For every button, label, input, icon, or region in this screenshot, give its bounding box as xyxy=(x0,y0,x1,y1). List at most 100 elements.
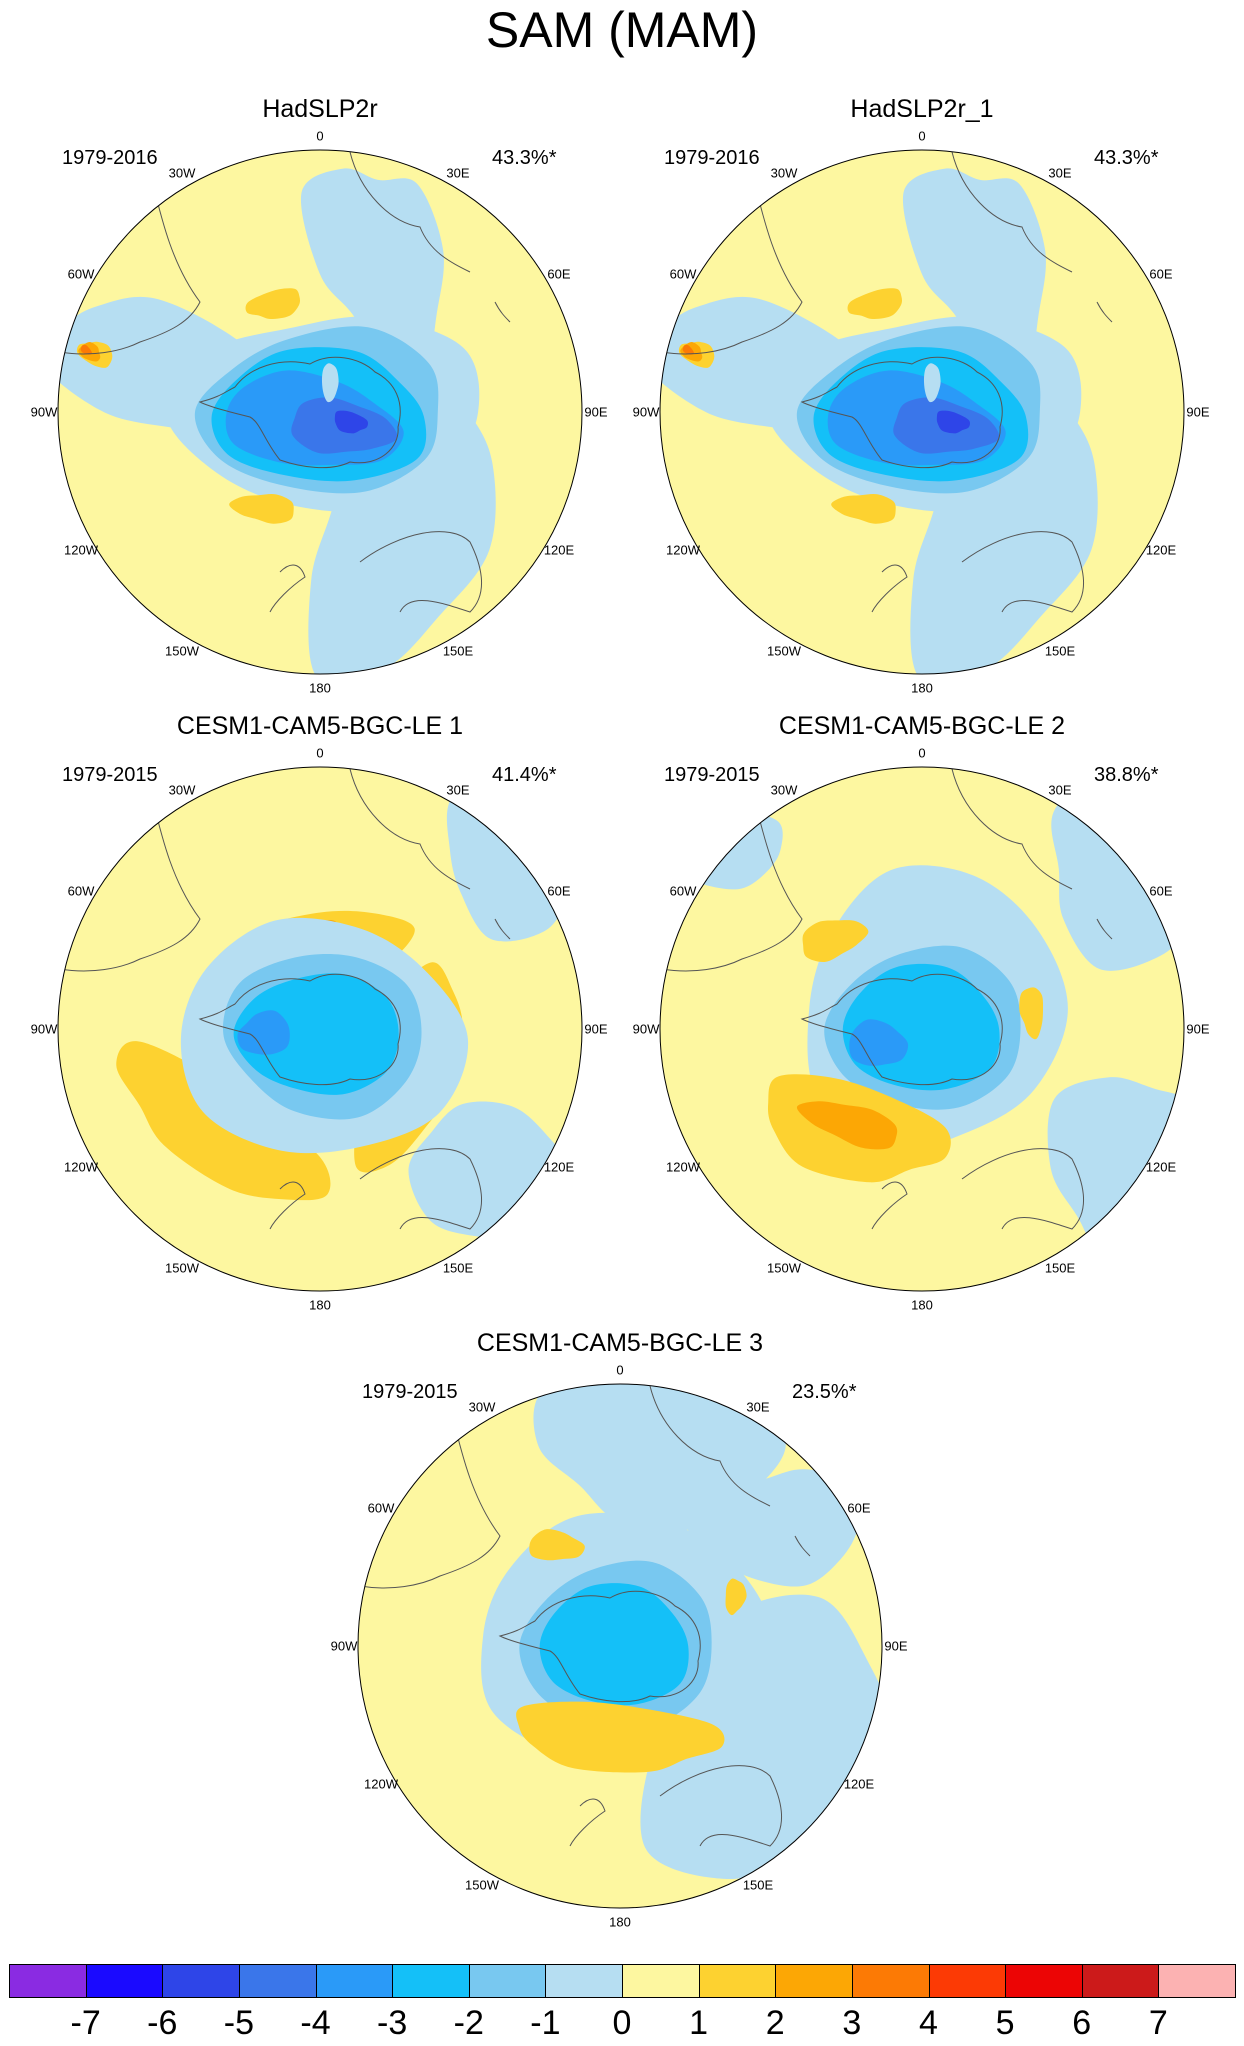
colorbar-segment xyxy=(315,1964,394,1998)
longitude-label: 150E xyxy=(442,643,474,659)
longitude-label: 90E xyxy=(584,1021,608,1037)
longitude-label: 60W xyxy=(669,266,697,282)
coastline xyxy=(706,170,753,177)
variance-label: 43.3%* xyxy=(1094,147,1159,169)
coastline xyxy=(659,1765,783,1847)
longitude-label: 90E xyxy=(584,404,608,420)
panel-title: HadSLP2r_1 xyxy=(850,95,994,123)
contour-region xyxy=(539,1583,689,1706)
colorbar-tick-label: -3 xyxy=(377,2004,408,2042)
map-panel-1: HadSLP2r 1979-2016 43.3%* 0 30E 60E 90E 120E 150… xyxy=(20,95,620,696)
polar-map xyxy=(57,149,583,675)
variance-label: 41.4%* xyxy=(492,764,557,786)
contour-region xyxy=(849,1019,909,1066)
longitude-label: 0 xyxy=(616,1362,624,1378)
colorbar-tick-label: 6 xyxy=(1072,2004,1092,2042)
longitude-label: 90W xyxy=(632,404,660,420)
contour-region xyxy=(796,1101,898,1150)
colorbar-segment xyxy=(928,1964,1007,1998)
contour-region xyxy=(229,494,294,524)
longitude-label: 60E xyxy=(847,1500,871,1516)
colorbar-segment xyxy=(162,1964,240,1998)
coastline xyxy=(349,768,471,890)
longitude-label: 150W xyxy=(767,1260,801,1276)
map-panel-2: HadSLP2r_1 1979-2016 43.3%* 0 30E 60E 90E 120E 1… xyxy=(622,95,1222,696)
longitude-label: 90W xyxy=(30,404,58,420)
polar-map xyxy=(57,766,583,1292)
longitude-label: 120W xyxy=(364,1776,398,1792)
period-label: 1979-2016 xyxy=(664,147,760,169)
longitude-label: 30E xyxy=(1048,165,1072,181)
colorbar-tick-label: -7 xyxy=(70,2004,101,2042)
longitude-label: 30W xyxy=(168,782,196,798)
longitude-label: 60W xyxy=(67,883,95,899)
colorbar-tick-label: -2 xyxy=(453,2004,484,2042)
longitude-label: 30W xyxy=(168,165,196,181)
colorbar-tick-label: -5 xyxy=(223,2004,254,2042)
colorbar-tick-label: 7 xyxy=(1148,2004,1168,2042)
contour-region xyxy=(936,410,971,434)
longitude-label: 30W xyxy=(468,1399,496,1415)
longitude-label: 0 xyxy=(316,745,324,761)
map-boundary xyxy=(57,766,583,1292)
longitude-label: 120E xyxy=(1145,542,1177,558)
longitude-label: 30E xyxy=(746,1399,770,1415)
coastline xyxy=(961,531,1085,613)
contour-region xyxy=(1047,1077,1184,1275)
polar-map xyxy=(357,1383,883,1909)
coastline xyxy=(269,564,306,613)
variance-label: 38.8%* xyxy=(1094,764,1159,786)
longitude-label: 180 xyxy=(309,680,331,696)
colorbar-segment xyxy=(1005,1964,1083,1998)
contour-region xyxy=(831,494,896,524)
longitude-label: 120W xyxy=(64,542,98,558)
longitude-label: 150W xyxy=(767,643,801,659)
map-boundary xyxy=(357,1383,883,1909)
map-panel-5: CESM1-CAM5-BGC-LE 3 1979-2015 23.5%* 0 30E 60… xyxy=(320,1329,920,1930)
contour-region xyxy=(334,410,369,434)
longitude-label: 120E xyxy=(543,1159,575,1175)
contour-region xyxy=(516,1701,725,1773)
coastline xyxy=(794,1535,811,1557)
colorbar-tick-label: -1 xyxy=(530,2004,561,2042)
longitude-label: 180 xyxy=(911,1297,933,1313)
figure-title: SAM (MAM) xyxy=(485,2,759,58)
colorbar-tick-label: 3 xyxy=(842,2004,862,2042)
longitude-label: 150E xyxy=(742,1877,774,1893)
contour-region xyxy=(245,288,301,319)
panel-title: CESM1-CAM5-BGC-LE 1 xyxy=(176,712,464,740)
longitude-label: 150E xyxy=(1044,643,1076,659)
colorbar-segment xyxy=(1158,1964,1236,1998)
longitude-label: 180 xyxy=(911,680,933,696)
longitude-label: 150E xyxy=(442,1260,474,1276)
variance-label: 43.3%* xyxy=(492,147,557,169)
longitude-label: 150E xyxy=(1044,1260,1076,1276)
longitude-label: 120W xyxy=(666,542,700,558)
contour-region xyxy=(923,363,941,403)
longitude-label: 90W xyxy=(30,1021,58,1037)
longitude-label: 120E xyxy=(543,542,575,558)
coastline xyxy=(1096,918,1113,940)
colorbar-tick-label: 0 xyxy=(612,2004,632,2042)
coastline xyxy=(104,170,151,177)
map-boundary xyxy=(57,149,583,675)
longitude-label: 30E xyxy=(1048,782,1072,798)
polar-map xyxy=(659,766,1185,1292)
antarctica-coastline xyxy=(800,356,1003,469)
coastline xyxy=(569,1798,606,1847)
longitude-label: 120E xyxy=(843,1776,875,1792)
longitude-label: 30E xyxy=(446,782,470,798)
longitude-label: 30W xyxy=(770,165,798,181)
longitude-label: 60W xyxy=(67,266,95,282)
contour-region xyxy=(687,1469,861,1587)
map-panel-4: CESM1-CAM5-BGC-LE 2 1979-2015 38.8%* 0 30E 60… xyxy=(622,712,1222,1313)
longitude-label: 150W xyxy=(165,643,199,659)
colorbar-segment xyxy=(622,1964,700,1998)
contour-region xyxy=(847,288,903,319)
colorbar-tick-label: 4 xyxy=(919,2004,938,2042)
period-label: 1979-2015 xyxy=(62,764,158,786)
longitude-label: 90E xyxy=(1186,1021,1210,1037)
contour-region xyxy=(1019,987,1044,1040)
coastline xyxy=(661,788,803,972)
coastline xyxy=(871,1181,908,1230)
